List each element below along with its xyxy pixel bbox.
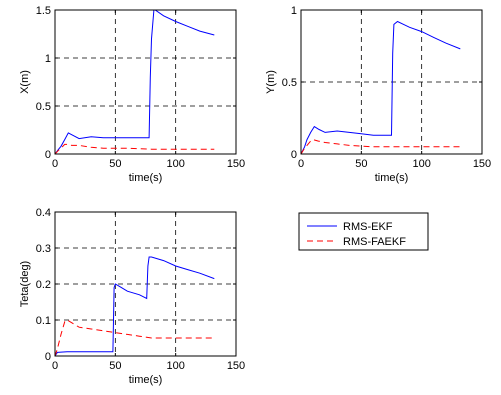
x-tick-label: 100 xyxy=(412,158,430,170)
x-tick-label: 150 xyxy=(227,360,245,372)
series-line-rms-ekf xyxy=(54,9,215,155)
y-tick-label: 1.5 xyxy=(36,5,51,17)
y-tick-label: 0 xyxy=(45,351,51,363)
series-line-rms-faekf xyxy=(300,139,461,155)
series-line-rms-faekf xyxy=(54,319,215,357)
y-tick-label: 0.2 xyxy=(36,279,51,291)
legend-label-rms-ekf: RMS-EKF xyxy=(343,221,393,233)
legend-label-rms-faekf: RMS-FAEKF xyxy=(343,236,406,248)
x-tick-label: 50 xyxy=(109,360,121,372)
y-tick-label: 0.5 xyxy=(36,101,51,113)
x-tick-label: 0 xyxy=(298,158,304,170)
plot-area xyxy=(55,10,236,154)
series-line-rms-ekf xyxy=(54,256,215,357)
x-tick-label: 150 xyxy=(227,158,245,170)
panel-y-position: 0 50 100 150 0 0.5 1 time(s) Y(m) xyxy=(265,5,491,184)
y-tick-label: 0 xyxy=(291,149,297,161)
y-tick-label: 1 xyxy=(45,53,51,65)
x-tick-label: 100 xyxy=(166,158,184,170)
x-axis-label: time(s) xyxy=(129,374,163,386)
y-axis-label: Teta(deg) xyxy=(19,261,31,307)
x-tick-label: 0 xyxy=(52,360,58,372)
y-tick-label: 0.4 xyxy=(36,207,51,219)
x-tick-label: 150 xyxy=(473,158,491,170)
panel-x-position: 0 50 100 150 0 0.5 1 1.5 time(s) X(m) xyxy=(19,5,245,184)
series-line-rms-ekf xyxy=(300,20,461,155)
legend-box xyxy=(298,212,429,251)
x-axis-label: time(s) xyxy=(375,172,409,184)
panel-heading: 0 50 100 150 0 0.1 0.2 0.3 0.4 time(s) Teta(deg) xyxy=(19,207,245,386)
y-axis-label: X(m) xyxy=(19,70,31,94)
x-tick-label: 50 xyxy=(109,158,121,170)
y-tick-label: 0.5 xyxy=(282,77,297,89)
y-axis-label: Y(m) xyxy=(265,70,277,94)
legend: RMS-EKF RMS-FAEKF xyxy=(298,212,429,251)
y-tick-label: 0.3 xyxy=(36,243,51,255)
x-tick-label: 0 xyxy=(52,158,58,170)
series-line-rms-faekf xyxy=(54,143,215,155)
x-axis-label: time(s) xyxy=(129,172,163,184)
y-tick-label: 0 xyxy=(45,149,51,161)
x-tick-label: 100 xyxy=(166,360,184,372)
x-tick-label: 50 xyxy=(355,158,367,170)
y-tick-label: 0.1 xyxy=(36,315,51,327)
axes-box xyxy=(54,9,237,155)
y-tick-label: 1 xyxy=(291,5,297,17)
